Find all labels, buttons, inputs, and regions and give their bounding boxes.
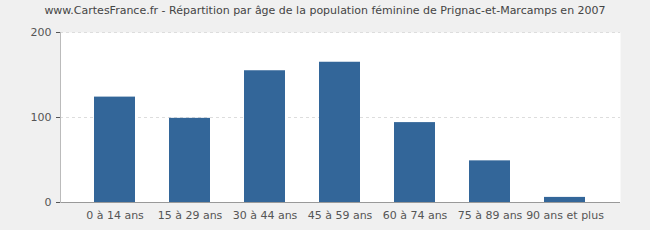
svg-text:60 à 74 ans: 60 à 74 ans xyxy=(383,209,448,222)
svg-text:100: 100 xyxy=(31,111,52,124)
html-text:www.CartesFrance.fr - Répartit: www.CartesFrance.fr - Répartition par âg… xyxy=(44,4,606,17)
svg-text:200: 200 xyxy=(31,26,52,39)
svg-text:90 ans et plus: 90 ans et plus xyxy=(526,209,604,222)
svg-text:0 à 14 ans: 0 à 14 ans xyxy=(86,209,144,222)
svg-text:15 à 29 ans: 15 à 29 ans xyxy=(158,209,223,222)
svg-text:0: 0 xyxy=(45,196,52,209)
svg-text:45 à 59 ans: 45 à 59 ans xyxy=(308,209,373,222)
svg-text:30 à 44 ans: 30 à 44 ans xyxy=(233,209,298,222)
svg-text:75 à 89 ans: 75 à 89 ans xyxy=(458,209,523,222)
